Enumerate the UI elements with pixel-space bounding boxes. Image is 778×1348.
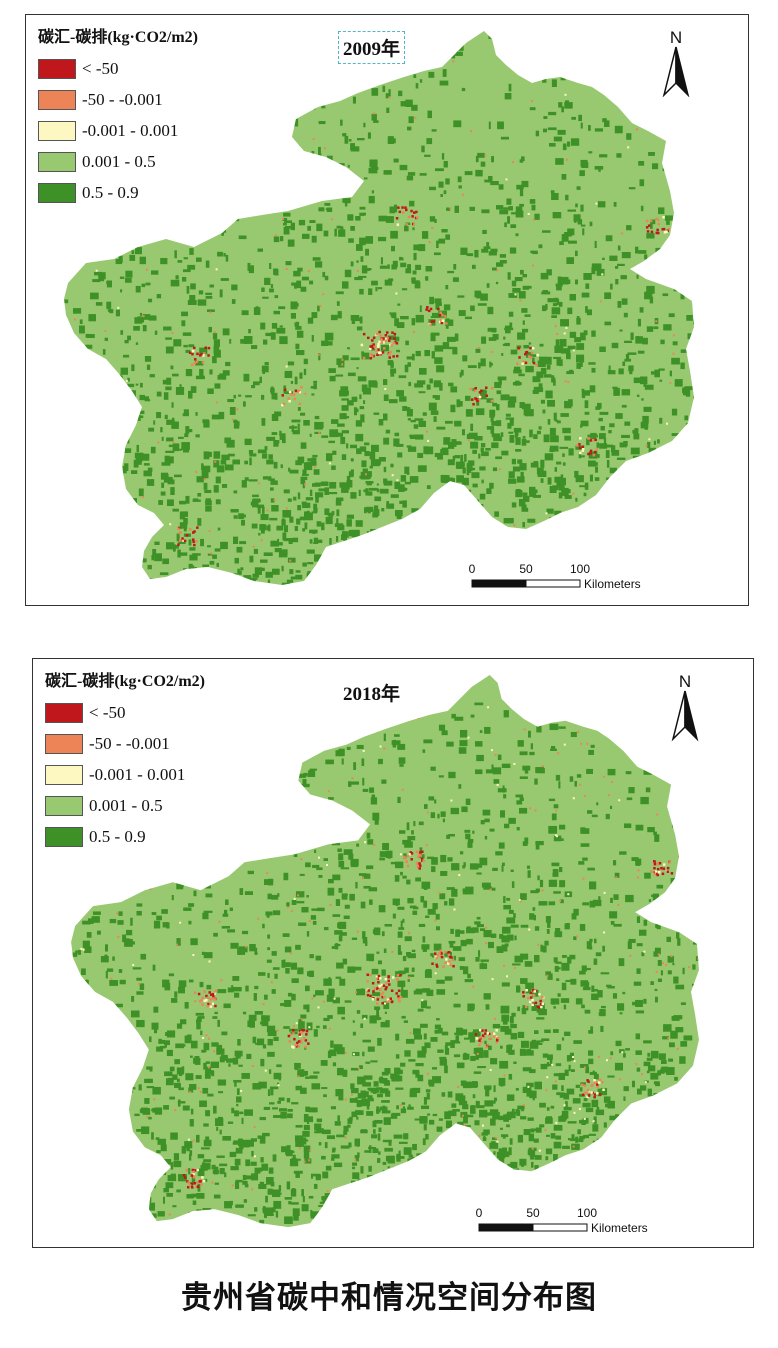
scale-tick: 100	[577, 1206, 597, 1220]
map-year-label: 2009年	[338, 31, 406, 64]
legend-label: -0.001 - 0.001	[82, 120, 179, 140]
figure-title: 贵州省碳中和情况空间分布图	[181, 1280, 597, 1316]
guizhou-map-2018	[71, 674, 699, 1228]
north-arrow-icon: N	[662, 28, 690, 98]
legend-swatch	[38, 89, 76, 110]
legend-title: 碳汇-碳排(kg·CO2/m2)	[38, 29, 198, 46]
legend-item-0001-to-05: 0.001 - 0.5	[38, 146, 198, 177]
map-panel-2018: 碳汇-碳排(kg·CO2/m2) < -50 -50 - -0.001 -0.0…	[32, 658, 754, 1248]
legend-item-05-to-09: 0.5 - 0.9	[45, 821, 205, 852]
scale-tick: 0	[469, 562, 476, 576]
north-label: N	[670, 28, 682, 47]
legend-swatch	[45, 702, 83, 723]
scale-bar: 0 50 100 Kilometers	[469, 562, 641, 591]
legend-swatch	[38, 151, 76, 172]
scale-tick: 0	[476, 1206, 483, 1220]
legend-swatch	[45, 826, 83, 847]
legend-item-0001-to-05: 0.001 - 0.5	[45, 790, 205, 821]
legend-item-near-zero: -0.001 - 0.001	[45, 759, 205, 790]
legend-2009: 碳汇-碳排(kg·CO2/m2) < -50 -50 - -0.001 -0.0…	[38, 23, 198, 208]
legend-title: 碳汇-碳排(kg·CO2/m2)	[45, 673, 205, 690]
legend-2018: 碳汇-碳排(kg·CO2/m2) < -50 -50 - -0.001 -0.0…	[45, 667, 205, 852]
legend-item-minus50-to-minus0001: -50 - -0.001	[38, 84, 198, 115]
legend-swatch	[38, 120, 76, 141]
north-label: N	[679, 672, 691, 691]
legend-label: -50 - -0.001	[82, 89, 163, 109]
legend-item-05-to-09: 0.5 - 0.9	[38, 177, 198, 208]
scale-tick: 100	[570, 562, 590, 576]
scale-tick: 50	[526, 1206, 540, 1220]
province-area	[64, 31, 694, 585]
legend-item-lt-minus50: < -50	[45, 697, 205, 728]
legend-item-near-zero: -0.001 - 0.001	[38, 115, 198, 146]
legend-item-minus50-to-minus0001: -50 - -0.001	[45, 728, 205, 759]
legend-swatch	[38, 182, 76, 203]
legend-label: < -50	[89, 702, 126, 722]
guizhou-map-2009	[64, 31, 694, 585]
map-year-label: 2018年	[343, 684, 401, 705]
legend-label: 0.5 - 0.9	[82, 182, 139, 202]
scale-unit: Kilometers	[591, 1221, 648, 1235]
legend-label: < -50	[82, 58, 119, 78]
legend-swatch	[45, 764, 83, 785]
legend-swatch	[45, 733, 83, 754]
legend-swatch	[45, 795, 83, 816]
legend-label: -0.001 - 0.001	[89, 764, 186, 784]
map-panel-2009: 碳汇-碳排(kg·CO2/m2) < -50 -50 - -0.001 -0.0…	[25, 14, 749, 606]
legend-swatch	[38, 58, 76, 79]
legend-label: 0.001 - 0.5	[82, 151, 156, 171]
legend-label: 0.001 - 0.5	[89, 795, 163, 815]
scale-bar: 0 50 100 Kilometers	[476, 1206, 648, 1235]
scale-unit: Kilometers	[584, 577, 641, 591]
legend-item-lt-minus50: < -50	[38, 53, 198, 84]
north-arrow-icon: N	[671, 672, 699, 742]
legend-label: 0.5 - 0.9	[89, 826, 146, 846]
scale-tick: 50	[519, 562, 533, 576]
legend-label: -50 - -0.001	[89, 733, 170, 753]
